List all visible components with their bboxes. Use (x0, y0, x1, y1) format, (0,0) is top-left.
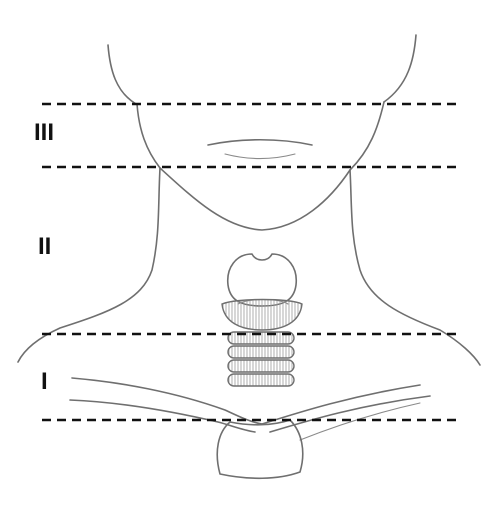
zone-label-iii: III (34, 119, 55, 146)
cricoid-cartilage (221, 298, 303, 331)
clavicles (69, 377, 431, 441)
zone-dividers (42, 102, 462, 422)
zone-label-i: I (41, 368, 48, 395)
chin-lines (207, 138, 313, 159)
sternum (216, 419, 304, 480)
larynx (221, 253, 303, 331)
neck-outline (17, 34, 481, 366)
trachea (227, 331, 295, 387)
zone-label-ii: II (38, 233, 52, 260)
